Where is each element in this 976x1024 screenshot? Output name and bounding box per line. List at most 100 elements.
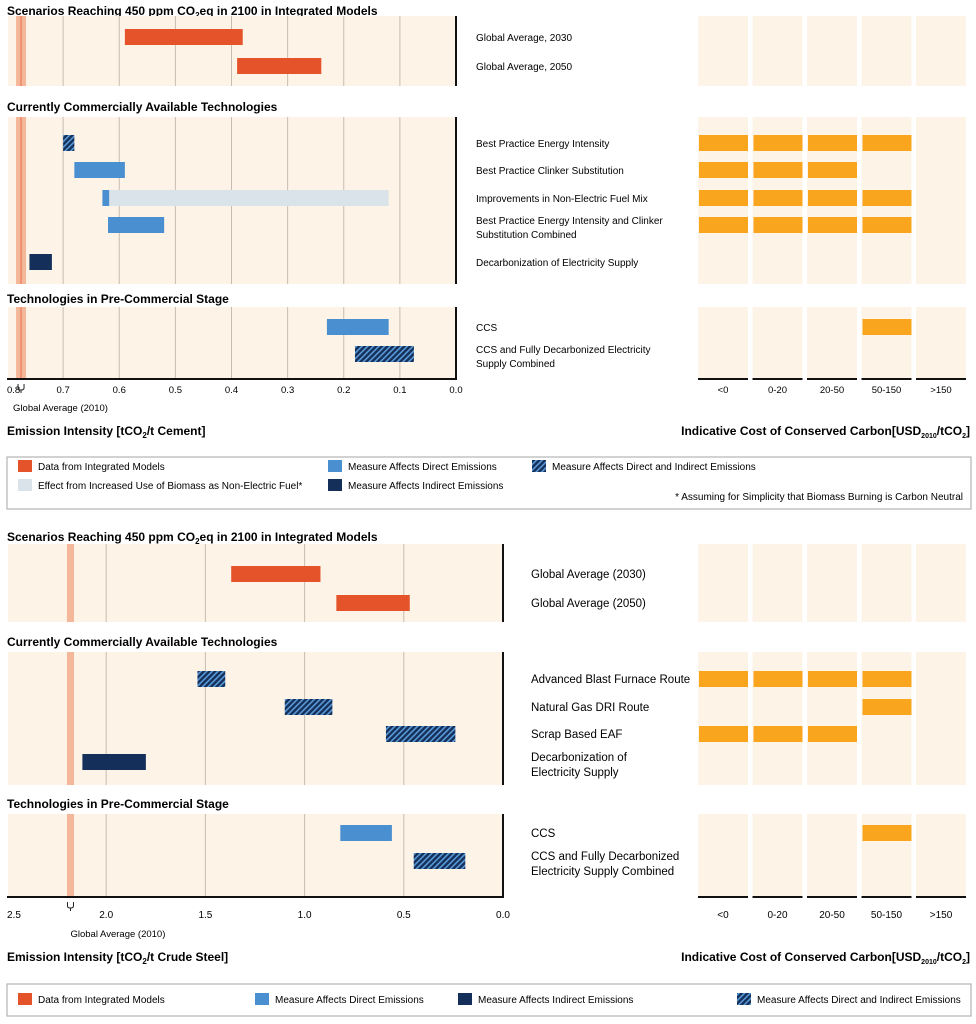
cost-bar <box>753 726 803 742</box>
cost-category-label: 0-20 <box>768 385 787 396</box>
cost-axis-title-subscript: 2010 <box>921 433 937 440</box>
row-label: Best Practice Clinker Substitution <box>476 166 624 177</box>
x-tick-label: 2.5 <box>7 910 21 921</box>
row-label: Global Average, 2030 <box>476 33 572 44</box>
cost-bar <box>862 699 912 715</box>
cost-axis-title-subscript: 2 <box>962 959 966 966</box>
x-tick-label: 0.0 <box>449 385 462 396</box>
section-title-subscript: 2 <box>195 537 200 546</box>
cost-bar <box>753 135 803 151</box>
legend-label: Measure Affects Direct Emissions <box>275 995 424 1006</box>
legend-swatch-direct <box>328 460 342 472</box>
cost-column <box>698 307 748 378</box>
legend-swatch-indirect <box>328 479 342 491</box>
x-tick-label: 1.5 <box>198 910 212 921</box>
cost-bar <box>699 217 748 233</box>
cost-category-label: 50-150 <box>872 385 902 396</box>
x-tick-label: 0.1 <box>393 385 406 396</box>
legend-label: Data from Integrated Models <box>38 995 165 1006</box>
cost-column <box>752 307 803 378</box>
x-axis-title-subscript: 2 <box>142 431 147 440</box>
bar-direct <box>326 319 389 335</box>
cost-bar <box>699 135 748 151</box>
cost-axis-title: Indicative Cost of Conserved Carbon[USD2… <box>681 950 970 966</box>
section-title-text: eq in 2100 in Integrated Models <box>200 530 378 544</box>
cost-bar <box>808 135 857 151</box>
x-axis-title: Emission Intensity [tCO2/t Crude Steel] <box>7 950 228 966</box>
cost-column <box>752 814 803 896</box>
row-label: Improvements in Non-Electric Fuel Mix <box>476 194 648 205</box>
cost-bar <box>862 190 912 206</box>
bar-direct <box>102 190 110 206</box>
row-label-line2: Electricity Supply Combined <box>531 866 674 878</box>
section-title-text: eq in 2100 in Integrated Models <box>200 4 378 18</box>
cost-axis-title-text: Indicative Cost of Conserved Carbon[USD <box>681 424 921 438</box>
x-tick-label: 0.7 <box>57 385 70 396</box>
x-tick-label: 0.5 <box>169 385 182 396</box>
cost-bar <box>699 726 748 742</box>
bar-indirect <box>82 754 146 770</box>
legend-label: Measure Affects Indirect Emissions <box>478 995 633 1006</box>
row-label: Decarbonization of <box>531 752 628 764</box>
bar-direct <box>340 825 392 841</box>
cost-column <box>807 307 857 378</box>
section-title: Scenarios Reaching 450 ppm CO2eq in 2100… <box>7 530 378 546</box>
legend-swatch-direct <box>255 993 269 1005</box>
row-label: CCS <box>476 323 497 334</box>
cost-column <box>861 16 912 86</box>
x-tick-label: 0.8 <box>7 385 20 396</box>
cost-axis-title-text: ] <box>966 950 970 964</box>
section-title-text: Scenarios Reaching 450 ppm CO <box>7 4 195 18</box>
cost-bar <box>753 671 803 687</box>
cost-bar <box>753 162 803 178</box>
cost-column <box>698 16 748 86</box>
x-axis-title-text: /t Cement] <box>147 424 206 438</box>
global-average-label: Global Average (2010) <box>70 929 165 940</box>
legend-box <box>6 983 972 1017</box>
cost-column <box>698 544 748 622</box>
section-title-text: Scenarios Reaching 450 ppm CO <box>7 530 195 544</box>
cost-axis-title-subscript: 2 <box>962 433 966 440</box>
legend-label: Measure Affects Direct and Indirect Emis… <box>757 995 961 1006</box>
cost-column <box>861 307 912 378</box>
global-average-marker <box>66 902 74 911</box>
cost-column <box>916 307 966 378</box>
bar-biomass <box>102 190 389 206</box>
x-tick-label: 1.0 <box>298 910 312 921</box>
row-label: Scrap Based EAF <box>531 729 622 741</box>
x-axis-title-text: Emission Intensity [tCO <box>7 424 142 438</box>
plot-panel <box>8 652 503 785</box>
cost-column <box>807 544 857 622</box>
cost-bar <box>862 319 912 335</box>
row-label-line2: Substitution Combined <box>476 230 577 241</box>
global-average-band <box>66 544 74 622</box>
cost-column <box>752 544 803 622</box>
x-axis-title-text: /t Crude Steel] <box>147 950 228 964</box>
section-title: Currently Commercially Available Technol… <box>7 635 278 649</box>
section-title-subscript: 2 <box>195 11 200 20</box>
cost-bar <box>808 217 857 233</box>
cost-bar <box>699 162 748 178</box>
cost-axis-title-text: ] <box>966 424 970 438</box>
legend-box <box>6 456 972 510</box>
legend-label: Measure Affects Direct Emissions <box>348 462 497 473</box>
cost-category-label: 20-50 <box>820 385 844 396</box>
legend-swatch-integrated <box>18 993 32 1005</box>
cost-axis-title-text: Indicative Cost of Conserved Carbon[USD <box>681 950 921 964</box>
cost-column <box>916 117 966 284</box>
bar-integrated <box>231 566 321 582</box>
legend-label: Measure Affects Direct and Indirect Emis… <box>552 462 756 473</box>
cost-axis-title-subscript: 2010 <box>921 959 937 966</box>
bar-integrated <box>336 595 410 611</box>
row-label-line2: Electricity Supply <box>531 767 619 779</box>
legend-swatch-biomass <box>18 479 32 491</box>
cost-bar <box>862 217 912 233</box>
cost-axis-title-text: /tCO <box>937 950 962 964</box>
section-title: Scenarios Reaching 450 ppm CO2eq in 2100… <box>7 4 378 20</box>
cost-bar <box>808 190 857 206</box>
footnote: * Assuming for Simplicity that Biomass B… <box>675 492 963 503</box>
legend-swatch-both <box>532 460 546 472</box>
section-title: Technologies in Pre-Commercial Stage <box>7 292 229 306</box>
legend-label: Effect from Increased Use of Biomass as … <box>38 481 302 492</box>
